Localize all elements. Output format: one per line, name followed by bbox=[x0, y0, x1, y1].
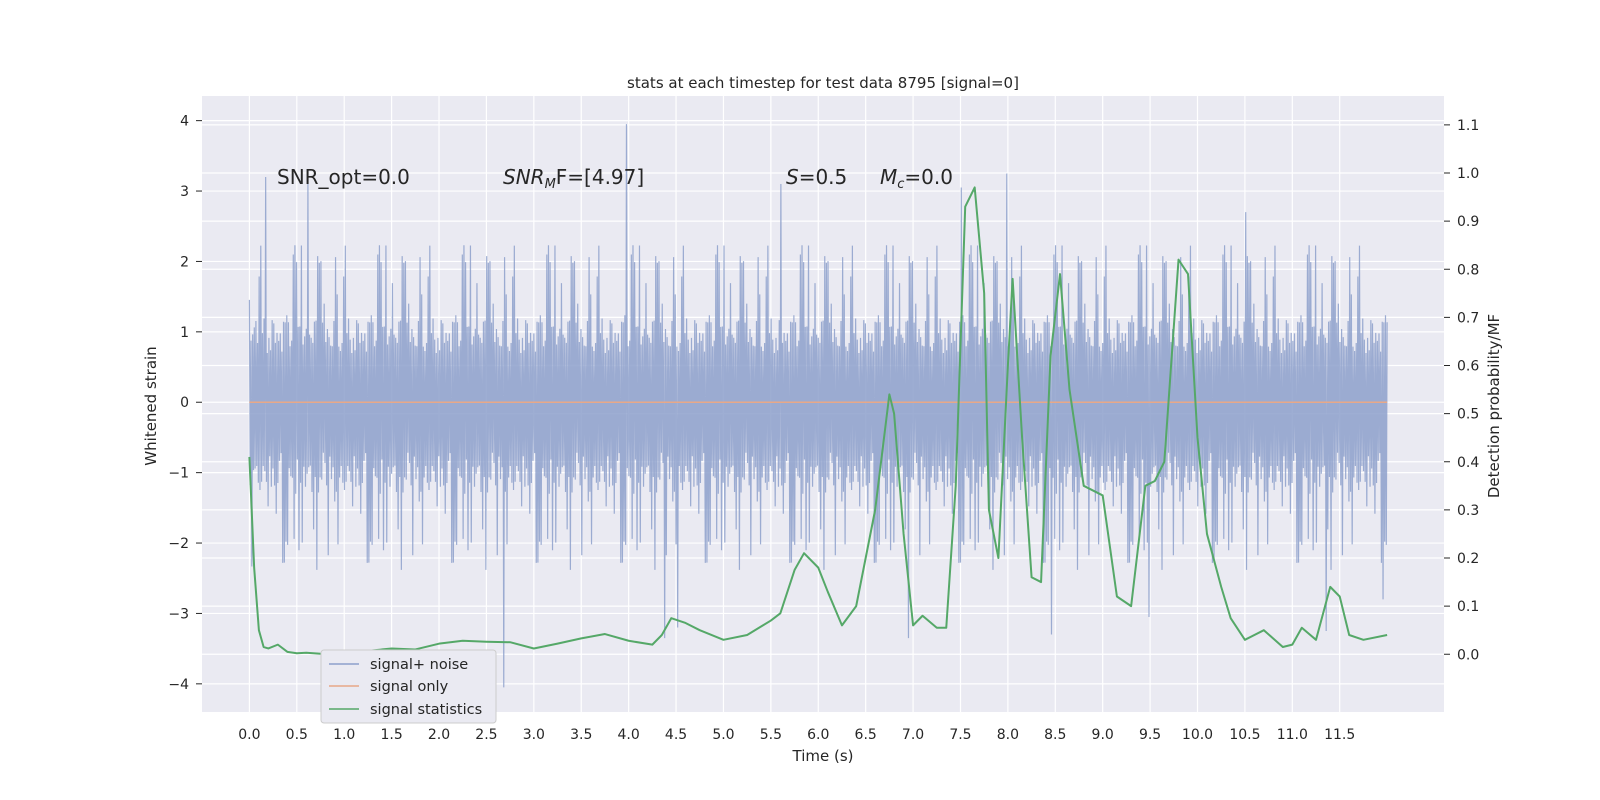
y-axis-left-ticks: 4 3 2 1 0 −1 −2 −3 −4 bbox=[168, 114, 202, 693]
y-right-tick-label: 0.8 bbox=[1457, 262, 1479, 278]
x-tick-label: 10.0 bbox=[1182, 727, 1213, 743]
x-tick-label: 10.5 bbox=[1229, 727, 1260, 743]
legend-label-signal-statistics: signal statistics bbox=[370, 702, 482, 718]
legend-box bbox=[320, 649, 497, 724]
x-tick-label: 11.0 bbox=[1277, 727, 1308, 743]
x-tick-label: 5.5 bbox=[760, 727, 782, 743]
x-axis-label: Time (s) bbox=[792, 747, 854, 765]
x-tick-label: 5.0 bbox=[712, 727, 734, 743]
annotation-s: S=0.5 bbox=[786, 165, 847, 189]
x-tick-label: 9.5 bbox=[1139, 727, 1161, 743]
y-axis-left-label: Whitened strain bbox=[142, 346, 160, 465]
y-left-tick-label: −2 bbox=[168, 536, 189, 552]
y-right-tick-label: 1.1 bbox=[1457, 118, 1479, 134]
y-left-tick-label: 2 bbox=[180, 254, 189, 270]
y-left-tick-label: −3 bbox=[168, 606, 189, 622]
y-axis-right-label: Detection probability/MF bbox=[1485, 314, 1503, 498]
x-tick-label: 8.0 bbox=[997, 727, 1019, 743]
annotation-mc: Mc=0.0 bbox=[880, 165, 953, 192]
x-tick-label: 3.5 bbox=[570, 727, 592, 743]
x-tick-label: 0.0 bbox=[238, 727, 260, 743]
y-right-tick-label: 1.0 bbox=[1457, 166, 1479, 182]
x-axis-ticks: 0.0 0.5 1.0 1.5 2.0 2.5 3.0 3.5 4.0 4.5 5.0 5.5 6.0 6… bbox=[238, 727, 1355, 743]
y-right-tick-label: 0.0 bbox=[1457, 647, 1479, 663]
x-tick-label: 2.5 bbox=[475, 727, 497, 743]
x-tick-label: 11.5 bbox=[1324, 727, 1355, 743]
y-right-tick-label: 0.4 bbox=[1457, 455, 1479, 471]
y-right-tick-label: 0.9 bbox=[1457, 214, 1479, 230]
y-axis-right-ticks: 1.1 1.0 0.9 0.8 0.7 0.6 0.5 0.4 0.3 0.2 0.1 0.0 bbox=[1444, 118, 1479, 663]
x-tick-label: 9.0 bbox=[1092, 727, 1114, 743]
chart-title: stats at each timestep for test data 879… bbox=[627, 74, 1019, 92]
y-right-tick-label: 0.1 bbox=[1457, 599, 1479, 615]
y-right-tick-label: 0.7 bbox=[1457, 310, 1479, 326]
x-tick-label: 6.5 bbox=[855, 727, 877, 743]
y-right-tick-label: 0.3 bbox=[1457, 503, 1479, 519]
y-left-tick-label: 1 bbox=[180, 325, 189, 341]
x-tick-label: 0.5 bbox=[286, 727, 308, 743]
y-right-tick-label: 0.6 bbox=[1457, 359, 1479, 375]
noise-trace-line bbox=[248, 124, 1388, 688]
signal-statistics-line bbox=[248, 186, 1388, 655]
x-tick-label: 4.5 bbox=[665, 727, 687, 743]
annotation-snr-mf: SNRMF=[4.97] bbox=[503, 165, 644, 192]
x-tick-label: 1.5 bbox=[380, 727, 402, 743]
legend-label-signal-noise: signal+ noise bbox=[370, 657, 468, 673]
legend: signal+ noise signal only signal statist… bbox=[320, 649, 497, 724]
y-left-tick-label: 0 bbox=[180, 395, 189, 411]
y-left-tick-label: −1 bbox=[168, 466, 189, 482]
series-signal-noise bbox=[248, 124, 1388, 688]
y-left-tick-label: 4 bbox=[180, 114, 189, 130]
x-tick-label: 8.5 bbox=[1044, 727, 1066, 743]
legend-label-signal-only: signal only bbox=[370, 679, 449, 695]
y-left-tick-label: 3 bbox=[180, 184, 189, 200]
x-tick-label: 6.0 bbox=[807, 727, 829, 743]
x-tick-label: 4.0 bbox=[618, 727, 640, 743]
y-right-tick-label: 0.5 bbox=[1457, 407, 1479, 423]
x-tick-label: 7.0 bbox=[902, 727, 924, 743]
x-tick-label: 2.0 bbox=[428, 727, 450, 743]
x-tick-label: 7.5 bbox=[949, 727, 971, 743]
x-tick-label: 3.0 bbox=[523, 727, 545, 743]
x-tick-label: 1.0 bbox=[333, 727, 355, 743]
annotation-snr-opt: SNR_opt=0.0 bbox=[277, 165, 410, 189]
y-right-tick-label: 0.2 bbox=[1457, 551, 1479, 567]
y-left-tick-label: −4 bbox=[168, 677, 189, 693]
series-signal-statistics bbox=[248, 186, 1388, 655]
